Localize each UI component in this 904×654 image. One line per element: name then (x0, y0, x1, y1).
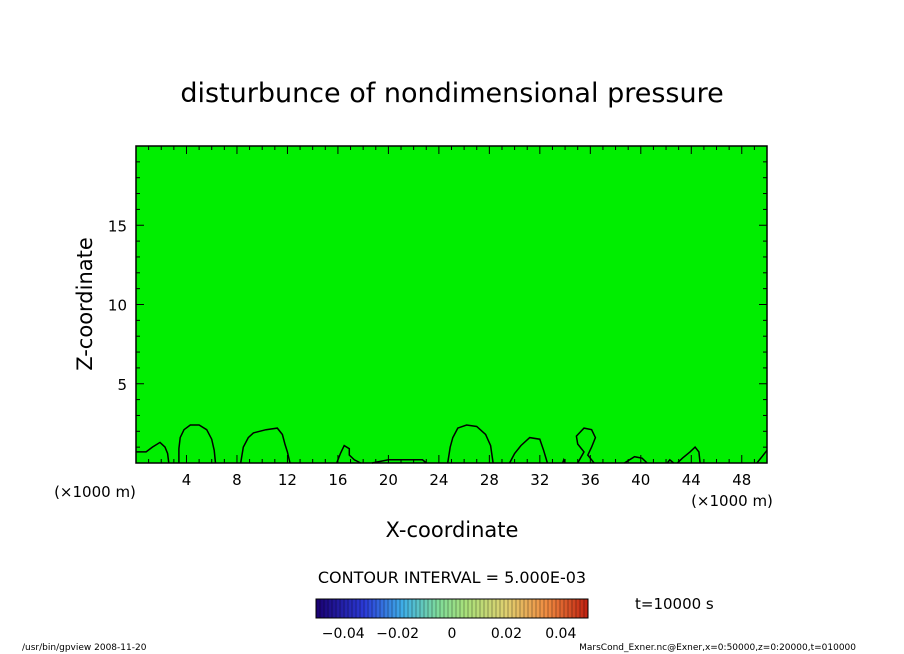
contour-line-0 (136, 441, 170, 464)
contour-line-8 (575, 427, 597, 464)
colorbar-tick-label: 0.04 (545, 626, 576, 642)
time-label: t=10000 s (635, 595, 714, 613)
x-unit-right: (×1000 m) (691, 492, 773, 510)
plot-fill (136, 146, 767, 463)
contour-line-6 (508, 436, 549, 464)
x-tick-label: 20 (379, 471, 398, 489)
y-tick-label: 10 (108, 297, 127, 315)
contour-interval-label: CONTOUR INTERVAL = 5.000E-03 (318, 568, 586, 587)
x-tick-label: 40 (631, 471, 650, 489)
x-axis-ticks: 4 8 12 16 20 24 28 32 36 40 44 48 (135, 146, 768, 489)
footer-right: MarsCond_Exner.nc@Exner,x=0:50000,z=0:20… (579, 643, 856, 653)
x-tick-label: 32 (530, 471, 549, 489)
x-tick-label: 48 (732, 471, 751, 489)
contour-line-3 (336, 444, 361, 464)
y-axis-label: Z-coordinate (73, 237, 97, 371)
contour-line-2 (239, 427, 291, 464)
chart-title: disturbunce of nondimensional pressure (180, 78, 723, 109)
x-tick-label: 4 (182, 471, 192, 489)
footer-left: /usr/bin/gpview 2008-11-20 (22, 643, 147, 653)
colorbar-tick-label: 0 (448, 626, 457, 642)
x-tick-label: 44 (682, 471, 701, 489)
contour-line-5 (446, 424, 494, 464)
y-tick-label: 15 (108, 217, 127, 235)
contour-lines (136, 424, 768, 464)
x-tick-label: 8 (232, 471, 242, 489)
colorbar-tick-label: −0.04 (322, 626, 365, 642)
contour-line-12 (756, 449, 768, 464)
x-tick-label: 36 (581, 471, 600, 489)
contour-line-1 (178, 424, 217, 464)
x-tick-label: 28 (480, 471, 499, 489)
x-tick-label: 24 (429, 471, 448, 489)
x-unit-left: (×1000 m) (54, 483, 136, 501)
colorbar-tick-label: 0.02 (491, 626, 522, 642)
contour-line-10 (666, 458, 675, 464)
x-axis-label: X-coordinate (386, 518, 519, 542)
colorbar-stripes (319, 599, 585, 618)
colorbar-tick-labels: −0.04 −0.02 0 0.02 0.04 (322, 626, 577, 642)
colorbar-tick-label: −0.02 (376, 626, 419, 642)
contour-line-4 (371, 459, 427, 464)
y-axis-ticks: 5 10 15 (108, 145, 767, 464)
x-tick-label: 16 (328, 471, 347, 489)
x-tick-label: 12 (278, 471, 297, 489)
contour-line-11 (676, 445, 701, 464)
y-tick-label: 5 (117, 376, 127, 394)
contour-line-9 (624, 455, 648, 464)
